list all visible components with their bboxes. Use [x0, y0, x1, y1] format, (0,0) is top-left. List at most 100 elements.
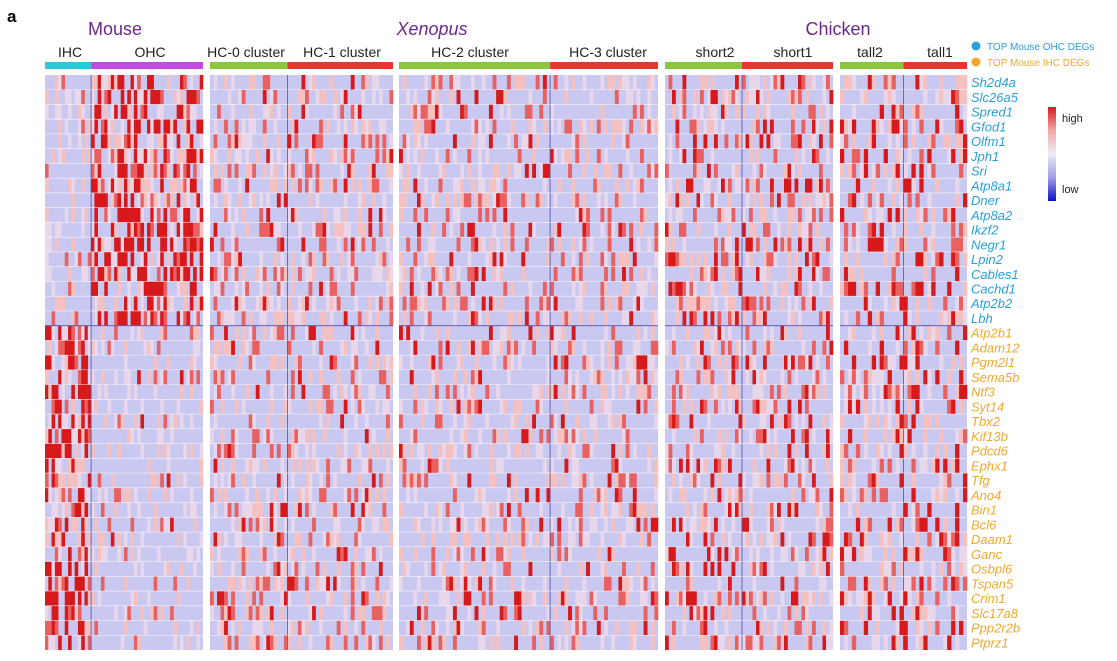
- heatmap-cell: [241, 266, 246, 282]
- heatmap-cell: [449, 281, 454, 297]
- heatmap-cell: [104, 266, 108, 282]
- heatmap-cell: [449, 399, 454, 415]
- heatmap-cell: [955, 443, 960, 459]
- heatmap-cell: [875, 369, 880, 385]
- heatmap-cell: [871, 133, 877, 149]
- heatmap-cell: [262, 89, 267, 105]
- heatmap-cell: [560, 591, 565, 606]
- heatmap-cell: [445, 576, 450, 592]
- heatmap-cell: [488, 635, 493, 650]
- heatmap-cell: [618, 192, 623, 208]
- heatmap-cell: [568, 546, 572, 562]
- heatmap-cell: [867, 546, 873, 562]
- heatmap-cell: [378, 266, 383, 282]
- heatmap-cell: [340, 414, 345, 429]
- heatmap-cell: [117, 75, 122, 90]
- heatmap-cell: [252, 473, 257, 488]
- heatmap-cell: [927, 605, 932, 621]
- heatmap-cell: [578, 281, 583, 297]
- heatmap-cell: [399, 458, 403, 474]
- heatmap-cell: [955, 428, 960, 444]
- heatmap-cell: [700, 458, 704, 474]
- heatmap-cell: [449, 251, 454, 267]
- heatmap-cell: [431, 532, 436, 547]
- heatmap-cell: [871, 635, 877, 650]
- heatmap-cell: [183, 148, 187, 164]
- heatmap-cell: [700, 502, 704, 518]
- heatmap-cell: [557, 517, 562, 533]
- heatmap-cell: [568, 605, 572, 621]
- heatmap-cell: [689, 561, 694, 577]
- heatmap-cell: [266, 104, 271, 120]
- heatmap-cell: [262, 310, 267, 326]
- heatmap-cell: [787, 369, 792, 385]
- heatmap-cell: [305, 148, 309, 164]
- heatmap-cell: [107, 148, 112, 164]
- heatmap-cell: [745, 532, 750, 547]
- heatmap-cell: [357, 369, 362, 385]
- heatmap-cell: [578, 561, 583, 577]
- heatmap-cell: [492, 251, 497, 267]
- heatmap-cell: [210, 561, 214, 577]
- heatmap-cell: [319, 369, 323, 385]
- heatmap-cell: [759, 310, 764, 326]
- heatmap-cell: [438, 502, 443, 518]
- heatmap-cell: [636, 369, 641, 385]
- heatmap-cell: [241, 576, 246, 592]
- heatmap-cell: [689, 473, 694, 488]
- heatmap-cell: [84, 517, 89, 533]
- heatmap-cell: [780, 576, 785, 592]
- heatmap-cell: [241, 473, 246, 488]
- heatmap-cell: [959, 163, 964, 179]
- heatmap-cell: [546, 237, 551, 252]
- heatmap-cell: [696, 355, 701, 370]
- heatmap-cell: [550, 148, 554, 164]
- heatmap-cell: [879, 355, 884, 370]
- heatmap-cell: [650, 502, 655, 518]
- heatmap-cell: [496, 546, 501, 562]
- heatmap-cell: [248, 605, 253, 621]
- heatmap-cell: [822, 576, 827, 592]
- heatmap-cell: [130, 325, 135, 341]
- heatmap-cell: [895, 399, 900, 415]
- heatmap-cell: [665, 163, 669, 179]
- gene-label-ptprz1: Ptprz1: [971, 635, 1009, 650]
- heatmap-cell: [199, 458, 204, 474]
- heatmap-cell: [427, 281, 432, 297]
- heatmap-cell: [696, 340, 701, 356]
- heatmap-cell: [179, 414, 184, 429]
- heatmap-cell: [375, 296, 380, 311]
- heatmap-cell: [354, 532, 359, 547]
- gene-label-sh2d4a: Sh2d4a: [971, 75, 1016, 90]
- heatmap-cell: [255, 296, 260, 311]
- heatmap-cell: [137, 369, 141, 385]
- heatmap-cell: [763, 163, 767, 179]
- heatmap-cell: [81, 487, 85, 503]
- heatmap-cell: [189, 502, 194, 518]
- heatmap-cell: [749, 89, 753, 105]
- heatmap-cell: [460, 222, 465, 238]
- heatmap-cell: [241, 281, 246, 297]
- heatmap-cell: [94, 104, 98, 120]
- heatmap-cell: [887, 369, 892, 385]
- heatmap-cell: [668, 281, 673, 297]
- heatmap-cell: [315, 163, 320, 179]
- heatmap-cell: [524, 443, 529, 459]
- heatmap-cell: [582, 192, 587, 208]
- heatmap-cell: [427, 310, 432, 326]
- heatmap-cell: [399, 355, 403, 370]
- heatmap-cell: [867, 207, 873, 223]
- heatmap-cell: [654, 591, 659, 606]
- heatmap-cell: [248, 635, 253, 650]
- heatmap-cell: [682, 75, 687, 90]
- heatmap-cell: [955, 119, 960, 134]
- heatmap-cell: [81, 532, 85, 547]
- heatmap-cell: [137, 546, 141, 562]
- heatmap-cell: [542, 310, 547, 326]
- heatmap-cell: [117, 310, 122, 326]
- heatmap-cell: [875, 119, 880, 134]
- heatmap-cell: [81, 340, 85, 356]
- heatmap-cell: [517, 443, 522, 459]
- heatmap-cell: [879, 399, 884, 415]
- heatmap-cell: [564, 399, 569, 415]
